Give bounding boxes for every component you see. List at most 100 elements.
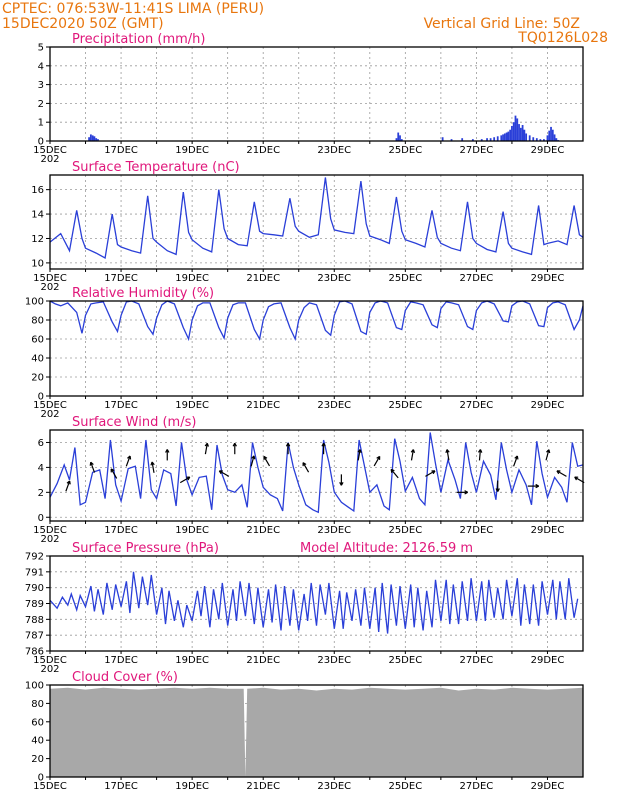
wind-arrow	[456, 490, 468, 495]
wind-arrow-head	[66, 480, 71, 485]
panel-frame	[49, 174, 584, 270]
x-tick-label: 17DEC	[104, 655, 138, 666]
x-tick-label: 23DEC	[317, 781, 351, 792]
wind-arrow-shaft	[204, 443, 208, 455]
y-tick-label: 792	[25, 552, 44, 563]
wind-arrow-shaft	[250, 455, 255, 467]
precip-bar	[511, 125, 513, 141]
y-tick-label: 3	[38, 80, 44, 91]
header-grid-note: Vertical Grid Line: 50Z	[424, 16, 580, 32]
y-tick-label: 100	[25, 297, 44, 308]
precip-bar	[91, 135, 94, 141]
precip-bar	[489, 138, 492, 141]
y-tick-label: 790	[25, 583, 44, 594]
x-tick-label: 21DEC	[246, 525, 280, 536]
wind-arrow-shaft	[125, 455, 131, 467]
wind-arrow-shaft	[556, 470, 567, 477]
wind-arrow	[125, 455, 132, 467]
x-tick-label: 19DEC	[175, 145, 209, 156]
y-tick-label: 20	[31, 373, 44, 384]
wind-arrow-shaft	[151, 461, 155, 473]
y-tick-label: 40	[31, 354, 44, 365]
wind-arrow-head	[165, 449, 170, 453]
precip-bar	[528, 135, 531, 141]
wind-arrow-head	[546, 449, 551, 454]
wind-arrow	[390, 468, 399, 479]
precip-bar	[395, 138, 398, 141]
precip-bar	[88, 137, 90, 141]
y-tick-label: 788	[25, 615, 44, 626]
precip-bar	[493, 137, 496, 141]
wind-arrow-head	[431, 470, 436, 475]
y-tick-label: 0	[38, 137, 44, 148]
x-tick-label: 25DEC	[388, 273, 422, 284]
panel-5: 0 20 40 60 80 100 15DEC 17DEC 19DEC 21DEC 23DEC 25D…	[25, 670, 584, 792]
y-tick-label: 16	[31, 185, 44, 196]
precip-bar	[95, 138, 98, 141]
x-tick-label: 27DEC	[460, 400, 494, 411]
wind-arrow-head	[514, 455, 519, 460]
wind-arrow-shaft	[263, 456, 271, 467]
precip-bar	[555, 138, 558, 141]
panel-4: 786 787 788 789 790 791 792 15DEC 17DEC 19DEC 21DE…	[25, 541, 584, 675]
wind-arrow-head	[495, 488, 500, 492]
header-station: CPTEC: 076:53W-11:41S LIMA (PERU)	[2, 1, 264, 17]
precip-bar	[516, 118, 519, 141]
wind-arrow	[250, 455, 256, 467]
x-tick-label: 19DEC	[175, 273, 209, 284]
wind-arrow-head	[218, 470, 223, 475]
wind-arrow-head	[477, 449, 483, 453]
x-tick-label: 21DEC	[246, 400, 280, 411]
wind-arrow-shaft	[390, 469, 399, 479]
x-tick-label: 29DEC	[531, 400, 565, 411]
wind-arrow	[425, 470, 436, 477]
wind-arrow	[165, 449, 170, 461]
wind-arrow-shaft	[65, 480, 71, 492]
precip-bar	[518, 124, 520, 141]
wind-arrow-head	[302, 462, 307, 467]
precip-bar	[539, 139, 542, 141]
precip-bar	[399, 135, 401, 141]
precip-bar	[505, 132, 508, 141]
wind-arrow-head	[556, 470, 561, 475]
wind-arrow-shaft	[446, 449, 450, 461]
header-model-id: TQ0126L028	[517, 30, 608, 46]
precip-bar	[502, 134, 504, 141]
wind-arrow-shaft	[373, 456, 381, 467]
precip-bar	[441, 137, 444, 141]
x-tick-label: 15DEC	[33, 655, 67, 666]
x-tick-label: 27DEC	[460, 525, 494, 536]
wind-arrow	[150, 461, 155, 473]
wind-arrow-head	[535, 483, 540, 489]
y-tick-label: 0	[38, 392, 44, 403]
wind-arrow-shaft	[219, 470, 230, 477]
series-line	[49, 432, 584, 514]
x-tick-label: 27DEC	[460, 273, 494, 284]
precip-bar	[514, 115, 517, 141]
wind-arrow	[110, 468, 118, 479]
precip-bar	[500, 135, 503, 141]
precip-bar	[97, 139, 99, 141]
x-tick-label: 25DEC	[388, 145, 422, 156]
x-tick-label: 29DEC	[531, 525, 565, 536]
wind-arrow-head	[321, 442, 326, 447]
panel-3: 0 2 4 6 15DEC 17DEC 19DEC 21DEC 23DEC 25DEC 27DEC 2…	[33, 415, 585, 545]
x-tick-label: 21DEC	[246, 145, 280, 156]
wind-arrow	[285, 442, 291, 455]
x-tick-label: 23DEC	[317, 655, 351, 666]
wind-arrow	[204, 442, 209, 455]
wind-arrow-head	[445, 449, 450, 454]
wind-arrow	[545, 449, 551, 461]
wind-arrow	[321, 442, 326, 455]
wind-arrow	[232, 442, 237, 455]
wind-arrow	[373, 455, 381, 467]
y-tick-label: 0	[38, 513, 44, 524]
x-tick-label: 21DEC	[246, 781, 280, 792]
wind-arrow	[513, 455, 519, 467]
y-tick-label: 60	[31, 335, 44, 346]
wind-arrow	[495, 480, 500, 492]
wind-arrow	[527, 483, 540, 489]
panel-frame	[49, 300, 584, 397]
y-tick-label: 2	[38, 488, 44, 499]
x-tick-label: 23DEC	[317, 400, 351, 411]
